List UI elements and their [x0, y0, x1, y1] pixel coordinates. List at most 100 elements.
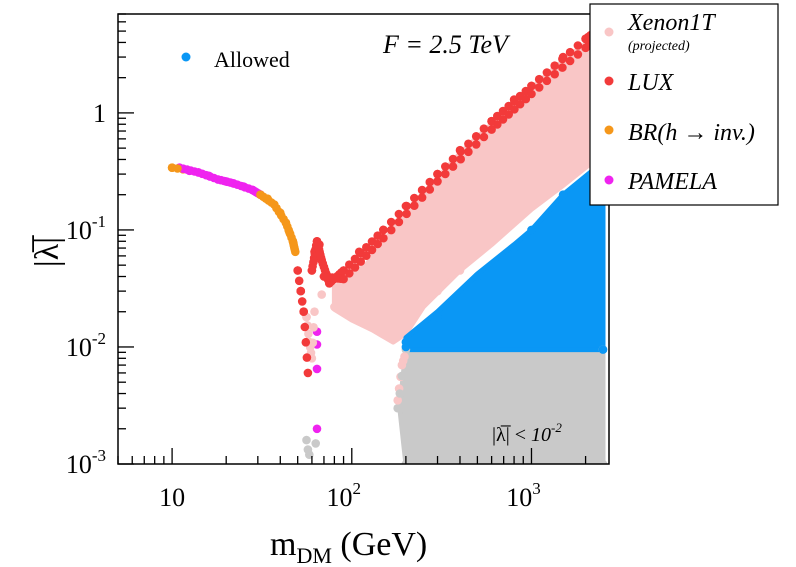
- y-tick-label: 1: [93, 99, 106, 128]
- point-lux: [417, 185, 427, 195]
- x-tick-label: 103: [506, 479, 541, 512]
- legend-label-pamela: PAMELA: [627, 169, 717, 195]
- annotation-text: F = 2.5 TeV: [382, 30, 511, 59]
- point-pamela: [312, 364, 322, 374]
- point-lux: [573, 41, 583, 50]
- point-br: [173, 164, 182, 173]
- point-lux: [356, 257, 366, 266]
- point-lux: [441, 162, 450, 171]
- point-xenon: [308, 338, 318, 348]
- x-tick-label: 10: [159, 483, 185, 512]
- point-allowed: [558, 190, 568, 199]
- point-allowed: [509, 243, 519, 253]
- point-xenon: [558, 173, 568, 182]
- point-lux: [410, 193, 419, 203]
- point-lux: [550, 69, 559, 79]
- point-lux: [448, 154, 458, 164]
- x-axis-title: mDM (GeV): [270, 526, 427, 567]
- legend-marker-xenon: [604, 27, 614, 37]
- point-lux: [565, 47, 575, 57]
- point-lux: [515, 99, 525, 109]
- point-lux: [299, 307, 309, 317]
- point-lux: [425, 185, 435, 194]
- point-lux: [498, 115, 508, 124]
- point-xenon: [455, 266, 465, 275]
- point-lux: [441, 169, 450, 179]
- point-lux: [558, 54, 567, 64]
- point-xenon: [347, 312, 357, 322]
- legend-marker-lux: [604, 76, 614, 86]
- point-xenon: [509, 216, 519, 225]
- point-br: [290, 245, 300, 254]
- point-lux: [471, 140, 481, 149]
- point-lux: [433, 177, 442, 186]
- point-lux: [302, 353, 312, 362]
- point-lux: [487, 125, 496, 134]
- point-lux: [373, 239, 383, 249]
- point-lux: [433, 169, 442, 179]
- point-xenon: [401, 318, 411, 328]
- point-allowed: [527, 225, 536, 235]
- shaded-regions: [331, 28, 606, 464]
- legend-box: [589, 3, 779, 206]
- point-lux: [479, 132, 489, 142]
- plot-frame: [117, 13, 610, 465]
- point-lux: [534, 83, 544, 92]
- point-lux: [456, 147, 466, 156]
- point-lux: [350, 263, 360, 272]
- point-xenon: [368, 322, 377, 331]
- point-lux: [456, 154, 466, 164]
- point-excluded: [311, 439, 321, 448]
- point-allowed: [433, 312, 442, 322]
- excluded-region: [397, 347, 606, 464]
- point-lux: [394, 209, 404, 219]
- point-lux: [379, 225, 388, 235]
- allowed-label: Allowed: [214, 47, 290, 72]
- point-lux: [402, 201, 411, 211]
- point-lux: [464, 147, 473, 157]
- point-lux: [565, 56, 575, 66]
- y-tick-label: 10-3: [66, 446, 106, 479]
- point-lux: [301, 338, 311, 347]
- point-lux: [345, 269, 354, 278]
- point-lux: [294, 276, 304, 286]
- point-lux: [448, 162, 458, 171]
- point-lux: [493, 120, 502, 129]
- axes: 10 102 103 10-3 10-2 10-1 1: [66, 13, 587, 512]
- point-lux: [300, 322, 310, 332]
- y-tick-label: 10-1: [66, 212, 106, 245]
- point-lux: [542, 76, 552, 86]
- legend-marker-pamela: [604, 175, 614, 185]
- point-lux: [527, 89, 536, 99]
- point-allowed: [598, 345, 608, 354]
- point-lux: [504, 110, 513, 119]
- point-xenon: [393, 396, 403, 405]
- legend-label-br: BR(h → inv.): [628, 120, 755, 146]
- point-xenon: [330, 302, 339, 312]
- point-lux: [379, 233, 388, 243]
- point-xenon: [581, 157, 590, 167]
- point-lux: [550, 61, 559, 70]
- point-lux: [386, 225, 396, 235]
- point-lux: [527, 81, 536, 91]
- legend-sublabel-xenon: (projected): [628, 39, 690, 54]
- point-lux: [417, 193, 427, 202]
- point-excluded: [393, 403, 403, 413]
- point-lux: [362, 251, 371, 260]
- point-lux: [339, 274, 348, 284]
- point-lux: [296, 286, 306, 296]
- point-xenon: [309, 323, 318, 332]
- allowed-marker: [181, 52, 191, 62]
- point-lux: [558, 63, 567, 72]
- point-lux: [293, 266, 303, 275]
- point-lux: [534, 74, 544, 84]
- point-xenon: [388, 333, 398, 343]
- point-lux: [573, 50, 583, 59]
- y-axis-title: |λ̅|: [29, 235, 66, 267]
- point-excluded: [302, 435, 311, 445]
- point-lux: [479, 124, 489, 133]
- point-allowed: [473, 272, 482, 281]
- legend-label-lux: LUX: [627, 70, 675, 96]
- lambda-cut-label: |λ̅| < 10-2: [492, 420, 562, 446]
